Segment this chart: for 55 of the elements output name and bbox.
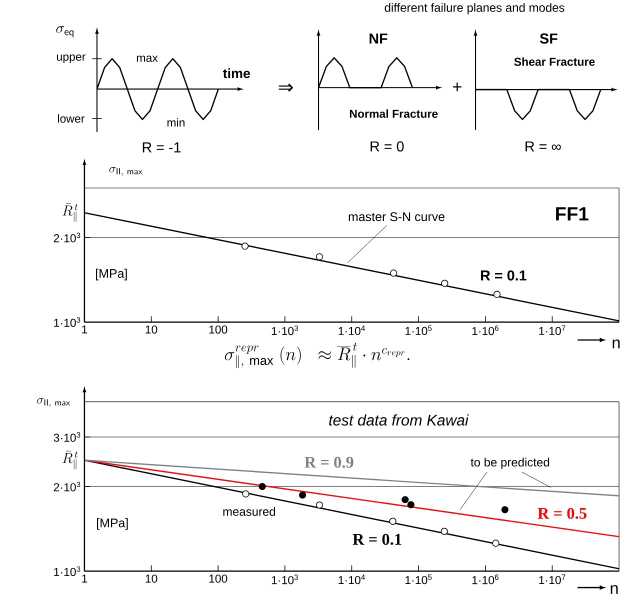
annotation: to be predicted	[470, 458, 550, 469]
text: lower	[58, 114, 85, 123]
series-label: R = 0.9	[304, 456, 354, 468]
annotation: $\bar{R}^{\,t}_{\parallel}$	[62, 450, 78, 470]
annotation: [MPa]	[96, 518, 128, 530]
x-axis-title: time	[222, 68, 250, 78]
y-tick-label: 2·10$^{3}$	[54, 482, 80, 492]
chart-title: SF	[540, 33, 558, 44]
x-tick-label: 1·10$^{5}$	[406, 574, 432, 584]
annotation: master S-N curve	[348, 212, 444, 222]
text: test data from Kawai	[329, 414, 469, 426]
annotation: [MPa]	[96, 268, 127, 280]
x-tick-label: 1·10$^{6}$	[472, 325, 498, 336]
x-tick-label: 1·10$^{6}$	[472, 574, 498, 584]
y-axis-title: $\sigma_{\mathsf{II,\ max}}$	[109, 166, 142, 176]
text: ⇒	[278, 83, 293, 92]
annotation: $\bar{R}^{\,t}_{\parallel}$	[62, 203, 78, 222]
x-tick-label: 1·10$^{4}$	[338, 325, 365, 335]
annotation: min	[167, 118, 184, 126]
text: different failure planes and modes	[384, 2, 564, 14]
annotation: max	[136, 55, 158, 62]
chart-title: NF	[370, 33, 388, 44]
y-tick-label: 1·10$^{3}$	[54, 317, 80, 327]
y-tick-label: 3·10$^{3}$	[54, 432, 80, 442]
x-tick-label: 1·10$^{3}$	[272, 574, 298, 584]
x-tick-label: 100	[209, 325, 228, 334]
text: FF1	[556, 207, 588, 220]
text: upper	[56, 54, 86, 63]
x-tick-label: 100	[209, 574, 228, 583]
annotation: measured	[223, 506, 276, 516]
y-axis-title: $\sigma_{\mathsf{eq}}$	[56, 26, 74, 38]
text: R = ∞	[526, 141, 561, 152]
x-tick-label: 1·10$^{7}$	[539, 325, 566, 335]
text: R = 0	[370, 141, 404, 152]
chart-subtitle: Shear Fracture	[514, 57, 595, 66]
x-tick-label: 1·10$^{5}$	[406, 325, 432, 335]
x-tick-label: 1·10$^{4}$	[338, 574, 365, 584]
x-tick-label: 1	[82, 325, 88, 334]
text: +	[453, 82, 462, 92]
y-axis-title: $\sigma_{\mathsf{II,\ max}}$	[37, 398, 70, 407]
text: R = -1	[142, 142, 181, 152]
series-label: R = 0.5	[538, 508, 586, 519]
text: $\sigma^{repr}_{\parallel,\ \max}\ (n)\ \ \approx \overline{R}^{\,t}_{\parallel}\cdot n^{c_{repr}}.$	[224, 342, 410, 368]
x-tick-label: 1	[82, 574, 88, 582]
x-tick-label: 10	[146, 574, 158, 583]
y-tick-label: 1·10$^{3}$	[54, 566, 80, 576]
x-axis-title: n	[612, 339, 620, 348]
x-tick-label: 1·10$^{7}$	[539, 574, 566, 584]
text: Normal Fracture	[350, 109, 438, 118]
series-label: R = 0.1	[352, 534, 402, 545]
x-axis-title: n	[610, 585, 618, 594]
x-tick-label: 1·10$^{3}$	[272, 325, 298, 336]
y-tick-label: 2·10$^{3}$	[54, 232, 80, 242]
series-label: R = 0.1	[481, 270, 526, 280]
x-tick-label: 10	[146, 325, 158, 334]
